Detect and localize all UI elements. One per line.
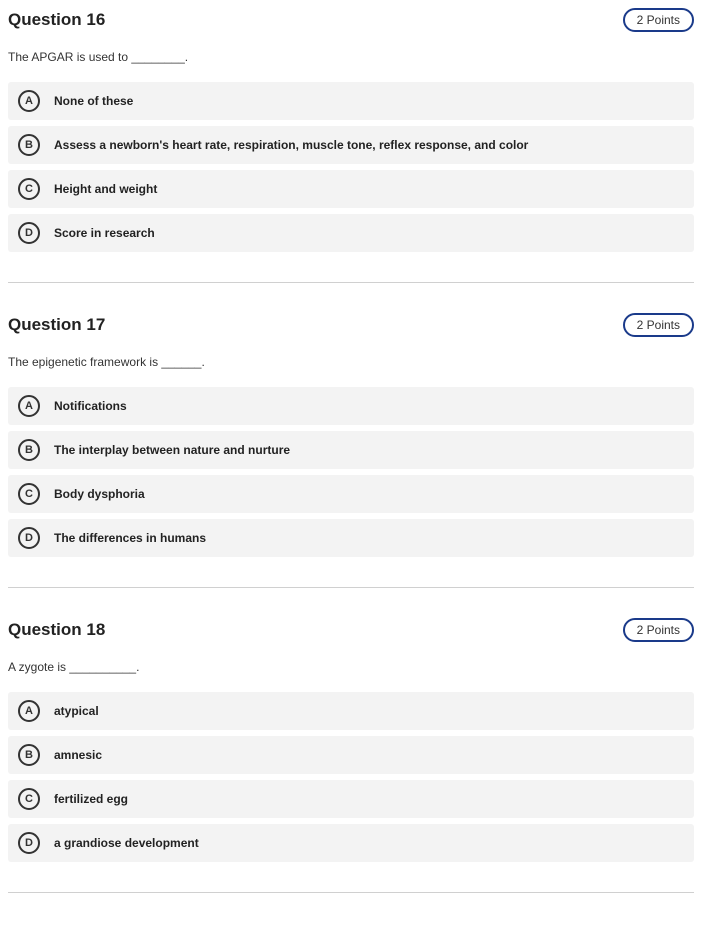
- quiz-container: Question 16 2 Points The APGAR is used t…: [8, 8, 694, 893]
- option-text: amnesic: [54, 748, 102, 762]
- question-header: Question 16 2 Points: [8, 8, 694, 32]
- option-letter: B: [18, 134, 40, 156]
- option-letter: C: [18, 483, 40, 505]
- option-text: Score in research: [54, 226, 155, 240]
- option-text: None of these: [54, 94, 133, 108]
- option-b[interactable]: B The interplay between nature and nurtu…: [8, 431, 694, 469]
- option-text: atypical: [54, 704, 99, 718]
- option-letter: C: [18, 178, 40, 200]
- option-text: Assess a newborn's heart rate, respirati…: [54, 138, 528, 152]
- option-b[interactable]: B amnesic: [8, 736, 694, 774]
- question-header: Question 18 2 Points: [8, 618, 694, 642]
- option-letter: B: [18, 744, 40, 766]
- question-title: Question 17: [8, 315, 105, 335]
- question-17: Question 17 2 Points The epigenetic fram…: [8, 313, 694, 588]
- options-list: A None of these B Assess a newborn's hea…: [8, 82, 694, 252]
- question-title: Question 18: [8, 620, 105, 640]
- option-b[interactable]: B Assess a newborn's heart rate, respira…: [8, 126, 694, 164]
- option-letter: A: [18, 700, 40, 722]
- question-text: A zygote is __________.: [8, 660, 694, 674]
- option-letter: B: [18, 439, 40, 461]
- option-a[interactable]: A None of these: [8, 82, 694, 120]
- option-text: Height and weight: [54, 182, 157, 196]
- option-letter: A: [18, 395, 40, 417]
- question-header: Question 17 2 Points: [8, 313, 694, 337]
- option-letter: D: [18, 222, 40, 244]
- question-16: Question 16 2 Points The APGAR is used t…: [8, 8, 694, 283]
- option-d[interactable]: D Score in research: [8, 214, 694, 252]
- option-d[interactable]: D a grandiose development: [8, 824, 694, 862]
- points-badge: 2 Points: [623, 618, 694, 642]
- options-list: A atypical B amnesic C fertilized egg D …: [8, 692, 694, 862]
- points-badge: 2 Points: [623, 8, 694, 32]
- option-text: Body dysphoria: [54, 487, 145, 501]
- question-18: Question 18 2 Points A zygote is _______…: [8, 618, 694, 893]
- option-letter: D: [18, 832, 40, 854]
- question-title: Question 16: [8, 10, 105, 30]
- option-letter: A: [18, 90, 40, 112]
- option-text: Notifications: [54, 399, 127, 413]
- option-text: The differences in humans: [54, 531, 206, 545]
- option-letter: D: [18, 527, 40, 549]
- option-c[interactable]: C Body dysphoria: [8, 475, 694, 513]
- option-a[interactable]: A atypical: [8, 692, 694, 730]
- option-c[interactable]: C fertilized egg: [8, 780, 694, 818]
- option-c[interactable]: C Height and weight: [8, 170, 694, 208]
- points-badge: 2 Points: [623, 313, 694, 337]
- question-text: The epigenetic framework is ______.: [8, 355, 694, 369]
- question-text: The APGAR is used to ________.: [8, 50, 694, 64]
- option-text: fertilized egg: [54, 792, 128, 806]
- option-d[interactable]: D The differences in humans: [8, 519, 694, 557]
- option-text: a grandiose development: [54, 836, 199, 850]
- option-text: The interplay between nature and nurture: [54, 443, 290, 457]
- options-list: A Notifications B The interplay between …: [8, 387, 694, 557]
- option-a[interactable]: A Notifications: [8, 387, 694, 425]
